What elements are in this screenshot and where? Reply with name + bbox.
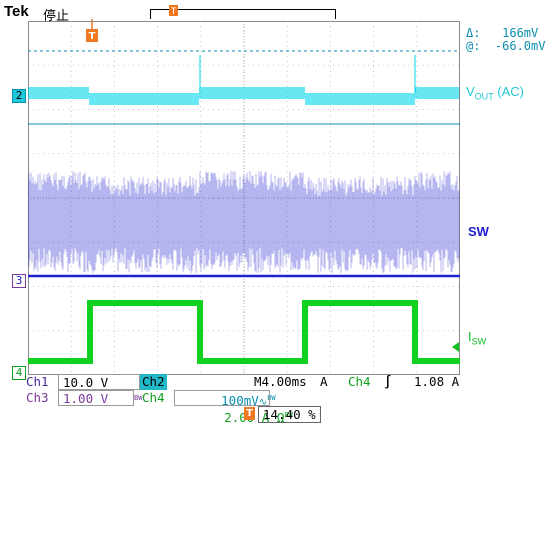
- svg-text:T: T: [170, 7, 177, 17]
- trigger-time-marker: T: [86, 19, 98, 45]
- trigger-slope-icon[interactable]: ∫: [384, 374, 392, 389]
- timebase[interactable]: M4.00ms: [254, 374, 307, 389]
- vout-label: VOUT (AC): [466, 84, 525, 102]
- acquisition-status: 停止: [43, 9, 70, 24]
- isw-trace: [28, 300, 460, 364]
- trigger-position-icon: T: [169, 5, 178, 17]
- brand-logo: Tek: [4, 3, 29, 20]
- svg-text:T: T: [89, 31, 96, 42]
- cursor-delta-readout: Δ: 166mV: [466, 26, 539, 40]
- sw-trace: [28, 171, 460, 273]
- trigger-source[interactable]: Ch4: [348, 374, 371, 389]
- trigger-percent-icon: T: [244, 407, 255, 420]
- ch2-marker[interactable]: 2: [12, 89, 26, 103]
- ch4-label[interactable]: Ch4: [142, 390, 165, 405]
- record-position-bar: T: [150, 5, 336, 20]
- ch1-scale[interactable]: 10.0 V: [58, 374, 140, 390]
- trigger-mode: A: [320, 374, 328, 389]
- ch1-label[interactable]: Ch1: [26, 374, 49, 389]
- ch2-label[interactable]: Ch2: [140, 374, 167, 390]
- ch2-scale[interactable]: 100mV∿BW: [221, 393, 276, 409]
- cursor-position-readout: @: -66.0mV: [466, 39, 546, 53]
- trigger-percent[interactable]: 14.40 %: [258, 406, 321, 423]
- trigger-level-icon: [452, 342, 459, 352]
- ch4-scale[interactable]: 2.00 A ΩBW: [174, 390, 293, 425]
- trigger-position-marker: T: [169, 1, 178, 17]
- trigger-level[interactable]: 1.08 A: [414, 374, 460, 389]
- sw-label: SW: [468, 224, 489, 239]
- ch3-bw-icon: BW: [134, 394, 143, 402]
- ch3-label[interactable]: Ch3: [26, 390, 49, 405]
- ch4-marker[interactable]: 4: [12, 366, 26, 380]
- vout-trace: [28, 87, 459, 105]
- waveform-traces: [28, 50, 460, 364]
- isw-label: ISW: [468, 329, 487, 347]
- trigger-time-icon: T: [86, 19, 98, 42]
- ch3-marker[interactable]: 3: [12, 274, 26, 288]
- ch3-scale[interactable]: 1.00 V: [58, 390, 134, 406]
- waveform-display[interactable]: [28, 21, 460, 375]
